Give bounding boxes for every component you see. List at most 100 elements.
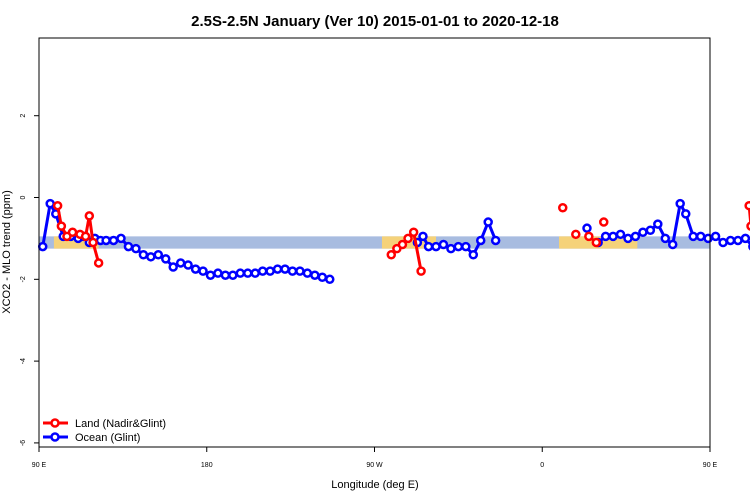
series-1-point-3-11: [675, 198, 685, 209]
series-1-point-1-9: [475, 235, 486, 246]
x-tick-label-0: 90 E: [32, 462, 47, 469]
series-0-point-1-3: [403, 233, 413, 244]
y-tick-label-3: 0: [20, 195, 27, 199]
series-1-point-0-22: [190, 264, 201, 274]
series-1-point-3-8: [653, 219, 663, 229]
x-axis: 90 E 180 90 W 0 90 E: [32, 447, 718, 469]
y-tick-label-4: 2: [20, 114, 27, 118]
series-1-point-3-10: [667, 239, 678, 250]
y-tick-label-0: -6: [20, 440, 27, 446]
legend: Land (Nadir&Glint) Ocean (Glint): [43, 418, 166, 444]
series-0-point-4-1: [591, 237, 602, 248]
series-0-point-5-0: [599, 217, 609, 227]
series-0-point-4-0: [584, 231, 594, 242]
series-1-point-1-7: [461, 241, 471, 252]
series-1-point-3-2: [608, 231, 618, 242]
series-layer: [37, 198, 750, 285]
series-1-point-0-24: [205, 270, 216, 280]
y-axis: -6 -4 -2 0 2: [20, 114, 39, 446]
series-1-point-0-17: [153, 250, 164, 260]
series-1-point-0-28: [235, 268, 246, 278]
series-1-point-3-14: [695, 231, 706, 242]
series-0-point-0-0: [52, 200, 63, 211]
series-1-point-0-11: [108, 235, 119, 246]
series-1-point-3-3: [615, 229, 626, 240]
series-1-point-1-5: [446, 243, 456, 254]
series-1-point-0-29: [243, 268, 253, 278]
series-0-point-2-0: [558, 202, 568, 213]
series-1-point-1-4: [438, 239, 449, 250]
series-0-point-0-3: [67, 227, 78, 238]
series-1-point-0-27: [228, 270, 238, 280]
series-1-point-1-2: [423, 241, 434, 252]
series-1-point-3-7: [645, 225, 656, 235]
series-1-point-0-15: [138, 250, 149, 260]
series-0-point-3-0: [571, 229, 581, 240]
series-1-point-3-17: [718, 237, 728, 248]
series-1-point-0-19: [168, 262, 178, 272]
series-1-point-3-13: [688, 231, 698, 242]
y-axis-label: XCO2 - MLO trend (ppm): [1, 190, 13, 313]
series-0-point-1-5: [416, 266, 426, 276]
series-1-point-0-38: [310, 270, 320, 280]
series-1-point-3-16: [710, 231, 721, 242]
series-1-point-1-11: [490, 235, 501, 246]
y-tick-label-2: -2: [20, 276, 27, 282]
x-tick-label-1: 180: [201, 462, 213, 469]
series-0-point-6-0: [744, 200, 750, 211]
series-1-point-0-1: [45, 198, 55, 209]
series-1-point-0-36: [295, 266, 305, 276]
series-1-point-0-21: [183, 260, 193, 270]
series-1-point-1-10: [483, 217, 493, 227]
series-1-point-0-40: [325, 274, 335, 285]
series-1-point-0-0: [37, 241, 48, 252]
ocean-band: [39, 236, 710, 249]
legend-label-0: Land (Nadir&Glint): [75, 418, 166, 430]
series-1-point-3-9: [660, 233, 671, 244]
series-1-point-0-32: [265, 266, 275, 276]
series-1-point-1-3: [431, 241, 441, 252]
series-1-point-1-1: [418, 231, 428, 242]
series-1-point-3-5: [630, 231, 641, 242]
series-1-point-0-20: [175, 258, 186, 268]
series-1-point-0-25: [213, 268, 223, 278]
series-0-point-0-5: [80, 231, 91, 242]
series-1-point-0-39: [317, 272, 328, 283]
series-0-point-1-2: [397, 239, 408, 250]
series-1-point-0-10: [101, 235, 111, 246]
series-1-point-0-18: [160, 254, 171, 264]
series-1-point-3-15: [703, 233, 713, 244]
series-1-point-0-33: [272, 264, 283, 274]
series-1-point-0-34: [280, 264, 290, 274]
series-1-point-3-4: [623, 233, 633, 244]
legend-marker-0: [50, 418, 60, 428]
series-1-point-0-30: [250, 268, 260, 278]
series-0-point-0-6: [84, 211, 95, 221]
series-1-point-0-14: [131, 243, 141, 254]
legend-label-1: Ocean (Glint): [75, 432, 140, 444]
x-tick-label-2: 90 W: [366, 462, 383, 469]
series-1-point-3-12: [681, 209, 691, 219]
series-1-point-3-20: [740, 233, 750, 244]
x-tick-label-4: 90 E: [703, 462, 718, 469]
series-1-point-0-13: [123, 241, 134, 252]
series-1-point-0-23: [198, 266, 208, 276]
chart-title: 2.5S-2.5N January (Ver 10) 2015-01-01 to…: [191, 13, 559, 30]
y-tick-label-1: -4: [20, 358, 27, 364]
series-1-point-3-18: [725, 235, 736, 246]
series-1-point-1-6: [453, 241, 464, 252]
series-0: [52, 200, 750, 276]
series-0-point-1-4: [408, 227, 419, 238]
series-1-point-3-6: [638, 227, 648, 238]
series-0-point-0-8: [93, 258, 104, 268]
series-1-point-0-37: [302, 268, 313, 278]
legend-marker-1: [50, 432, 60, 442]
series-1-point-0-26: [220, 270, 231, 280]
series-1-point-3-19: [733, 235, 743, 246]
x-tick-label-3: 0: [540, 462, 544, 469]
series-0-point-1-0: [386, 250, 397, 260]
series-0-point-6-1: [746, 221, 750, 231]
series-1-point-3-1: [600, 231, 611, 242]
series-1-point-2-0: [582, 223, 592, 233]
